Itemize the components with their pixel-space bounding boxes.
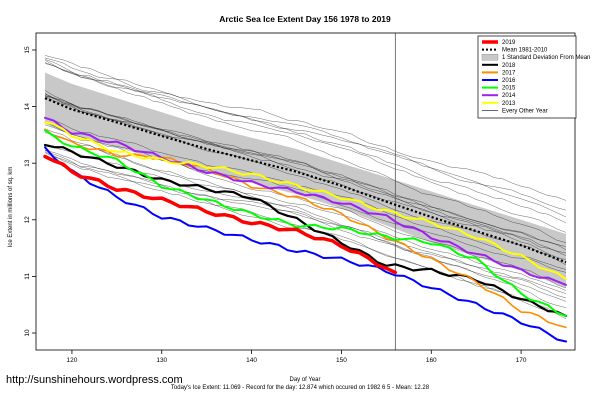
legend-item: 2014 xyxy=(482,93,516,99)
legend-label: 2018 xyxy=(502,63,516,69)
legend-item: 2018 xyxy=(482,63,516,69)
every-other-year-line xyxy=(44,93,567,250)
series-line-2016 xyxy=(44,146,567,343)
legend-label: Every Other Year xyxy=(502,108,548,114)
y-tick-label: 10 xyxy=(24,329,31,337)
every-other-year-line xyxy=(44,63,567,211)
legend-item: 2019 xyxy=(482,40,516,46)
source-url: http://sunshinehours.wordpress.com xyxy=(6,374,183,386)
y-tick-label: 14 xyxy=(24,103,31,111)
every-other-year-line xyxy=(44,57,567,218)
legend-item: Every Other Year xyxy=(482,108,548,114)
y-tick-label: 11 xyxy=(24,273,31,280)
legend-label: 1 Standard Deviation From Mean xyxy=(502,55,590,61)
series-line-2014 xyxy=(44,116,567,286)
legend-item: Mean 1981-2010 xyxy=(482,48,548,54)
y-axis-label: Ice Extent in millions of sq. km xyxy=(8,167,14,248)
legend-item: 2013 xyxy=(482,101,516,107)
legend-label: Mean 1981-2010 xyxy=(502,48,548,54)
series-line-2019 xyxy=(43,154,398,275)
x-tick-label: 140 xyxy=(246,357,257,364)
x-tick-label: 170 xyxy=(516,357,527,364)
mean-line xyxy=(44,97,567,264)
y-tick-label: 15 xyxy=(24,46,31,54)
footer-summary: Today's Ice Extent: 11.069 - Record for … xyxy=(171,385,430,391)
every-other-year-line xyxy=(44,95,567,260)
every-other-year-line xyxy=(44,150,567,299)
legend-item: 1 Standard Deviation From Mean xyxy=(481,54,590,61)
y-tick-label: 13 xyxy=(24,159,31,167)
every-other-year-line xyxy=(44,93,567,247)
x-tick-label: 150 xyxy=(336,357,347,364)
x-tick-label: 120 xyxy=(67,357,78,364)
every-other-year-line xyxy=(44,117,567,270)
every-other-year-line xyxy=(44,152,567,302)
legend-label: 2016 xyxy=(502,78,516,84)
legend-label: 2015 xyxy=(502,86,516,92)
every-other-year-line xyxy=(44,95,567,254)
every-other-year-line xyxy=(44,132,567,291)
every-other-year-line xyxy=(44,128,567,308)
legend-label: 2019 xyxy=(502,40,516,46)
std-deviation-band xyxy=(45,72,566,288)
legend-item: 2017 xyxy=(482,70,516,76)
every-other-year-line xyxy=(44,59,567,243)
plot-frame xyxy=(35,32,576,351)
every-other-year-line xyxy=(44,60,567,233)
plot-area xyxy=(43,33,568,350)
series-line-2015 xyxy=(44,129,567,317)
x-tick-label: 160 xyxy=(426,357,437,364)
legend-swatch xyxy=(481,54,499,61)
x-axis-label: Day of Year xyxy=(289,377,320,383)
legend-label: 2017 xyxy=(502,70,516,76)
legend-label: 2013 xyxy=(502,101,516,107)
axes: 120 130 140 150 160 170 10 11 12 13 14 15 xyxy=(24,32,576,364)
chart-title: Arctic Sea Ice Extent Day 156 1978 to 20… xyxy=(219,14,391,24)
y-tick-label: 12 xyxy=(24,216,31,224)
legend-item: 2015 xyxy=(482,86,516,92)
series-line-2013 xyxy=(44,121,567,281)
every-other-year-line xyxy=(44,55,567,201)
legend-label: 2014 xyxy=(502,93,516,99)
x-tick-label: 130 xyxy=(156,357,167,364)
legend-item: 2016 xyxy=(482,78,516,84)
